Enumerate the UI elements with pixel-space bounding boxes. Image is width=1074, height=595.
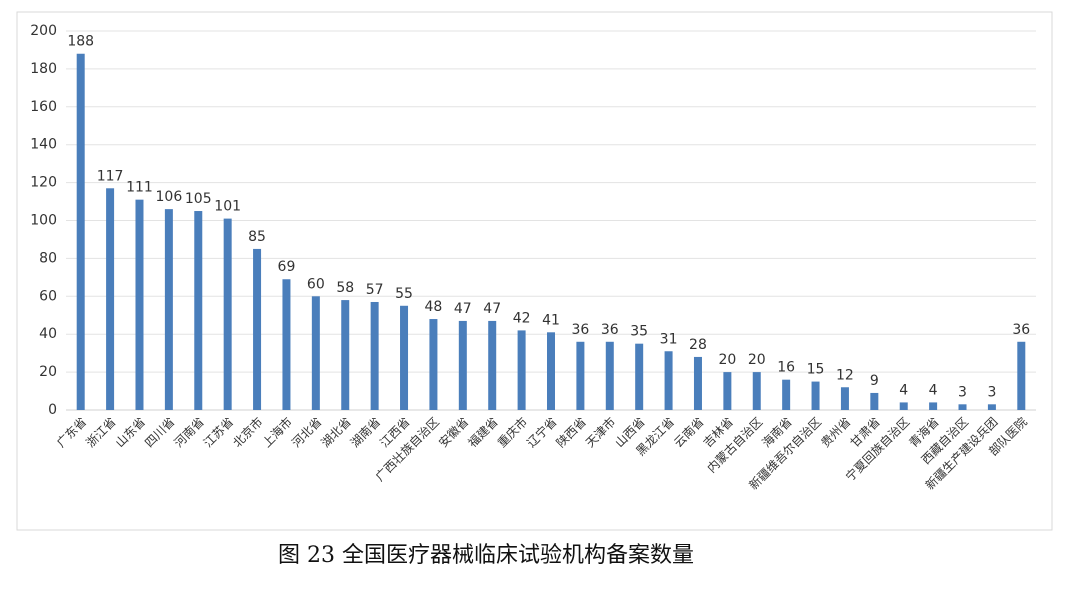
bar: [400, 305, 409, 410]
bar: [76, 53, 85, 411]
data-label: 35: [630, 324, 648, 340]
bar: [752, 372, 761, 410]
data-label: 188: [67, 34, 94, 50]
bar: [840, 387, 849, 410]
bar: [164, 209, 173, 410]
bar: [253, 248, 262, 410]
bar: [782, 379, 791, 410]
bar: [223, 218, 232, 410]
data-label: 117: [97, 168, 124, 184]
data-label: 48: [425, 299, 443, 315]
caption: 图 23 全国医疗器械临床试验机构备案数量: [278, 543, 694, 568]
data-label: 57: [366, 282, 384, 298]
data-label: 3: [987, 384, 996, 400]
bar: [517, 330, 526, 410]
bar: [135, 199, 144, 410]
y-tick-label: 40: [39, 326, 57, 342]
bar: [1017, 341, 1026, 410]
y-tick-label: 180: [30, 61, 57, 77]
data-label: 31: [660, 331, 678, 347]
data-label: 3: [958, 384, 967, 400]
bar: [693, 356, 702, 410]
bar: [194, 211, 203, 410]
y-tick-label: 200: [30, 23, 57, 39]
data-label: 106: [156, 189, 183, 205]
bar: [311, 296, 320, 410]
bar: [429, 319, 438, 410]
bar: [106, 188, 115, 410]
bar: [576, 341, 585, 410]
data-label: 111: [126, 180, 153, 196]
data-label: 36: [571, 322, 589, 338]
data-label: 41: [542, 312, 560, 328]
bar: [370, 301, 379, 410]
data-label: 47: [454, 301, 472, 317]
bar: [987, 404, 996, 410]
data-label: 9: [870, 373, 879, 389]
y-tick-label: 100: [30, 213, 57, 229]
data-label: 47: [483, 301, 501, 317]
data-label: 105: [185, 191, 212, 207]
bar: [811, 381, 820, 410]
data-label: 85: [248, 229, 266, 245]
data-label: 12: [836, 367, 854, 383]
y-tick-label: 60: [39, 288, 57, 304]
chart-frame: [16, 11, 1053, 531]
bar: [605, 341, 614, 410]
y-tick-label: 160: [30, 99, 57, 115]
bar: [958, 404, 967, 410]
data-label: 4: [929, 382, 938, 398]
data-label: 55: [395, 286, 413, 302]
y-tick-label: 20: [39, 364, 57, 380]
bar: [723, 372, 732, 410]
bar: [547, 332, 555, 410]
data-label: 20: [748, 352, 766, 368]
y-tick-label: 0: [48, 402, 57, 418]
bar: [899, 402, 908, 410]
data-label: 36: [601, 322, 619, 338]
data-label: 60: [307, 276, 325, 292]
bar: [488, 320, 497, 410]
bar: [929, 402, 938, 410]
data-label: 28: [689, 337, 707, 353]
data-label: 20: [718, 352, 736, 368]
bar: [664, 351, 673, 410]
bar: [341, 300, 350, 410]
y-tick-label: 120: [30, 175, 57, 191]
data-label: 58: [336, 280, 354, 296]
bar: [870, 392, 879, 410]
data-label: 4: [899, 382, 908, 398]
bar: [635, 343, 644, 410]
data-label: 15: [807, 362, 825, 378]
bar: [458, 320, 467, 410]
data-label: 16: [777, 360, 795, 376]
bar: [282, 279, 291, 410]
y-tick-label: 80: [39, 250, 57, 266]
y-tick-label: 140: [30, 137, 57, 153]
data-label: 101: [214, 199, 241, 215]
data-label: 36: [1012, 322, 1030, 338]
data-label: 69: [278, 259, 296, 275]
data-label: 42: [513, 310, 531, 326]
